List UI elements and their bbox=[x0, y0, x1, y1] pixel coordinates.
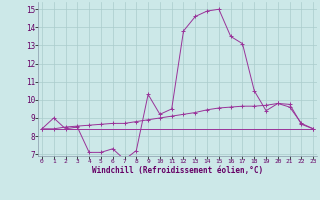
X-axis label: Windchill (Refroidissement éolien,°C): Windchill (Refroidissement éolien,°C) bbox=[92, 166, 263, 175]
